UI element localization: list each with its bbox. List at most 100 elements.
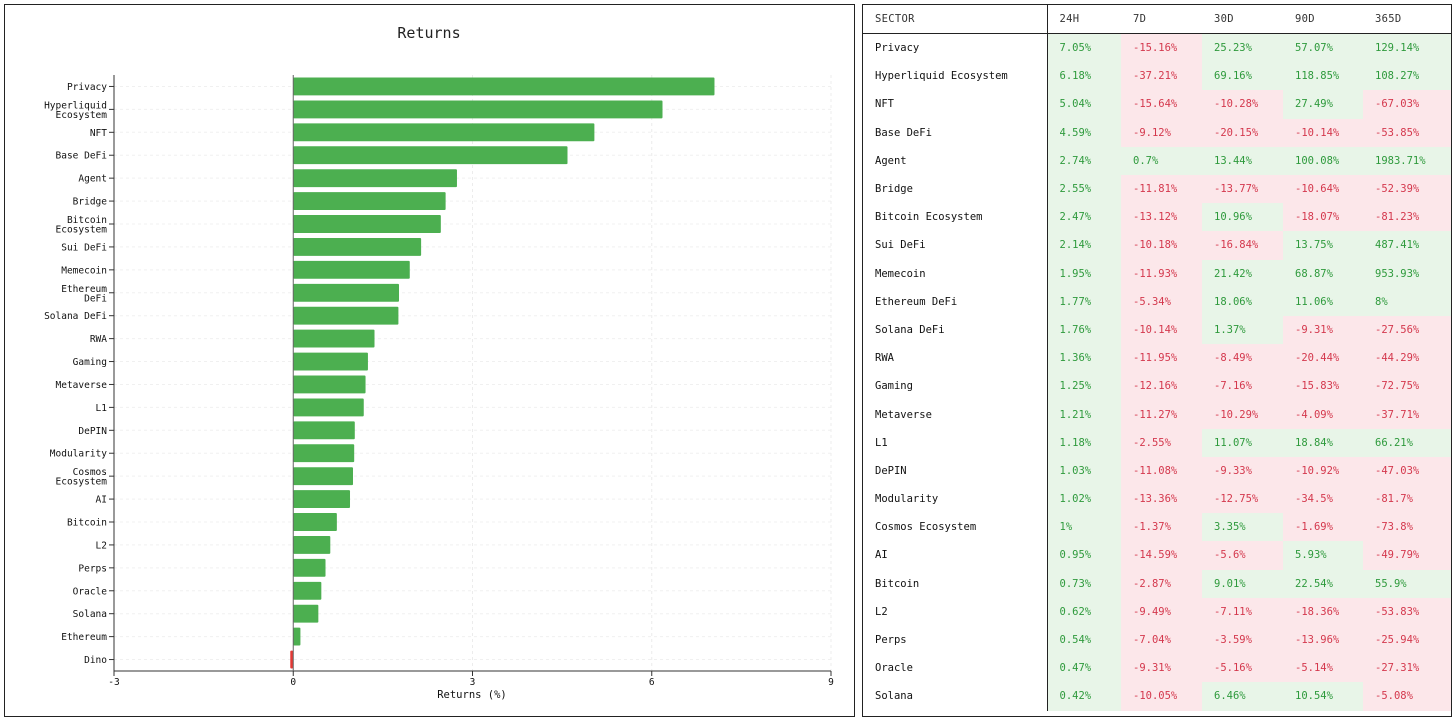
return-cell-24h: 2.55%	[1047, 174, 1121, 204]
bar-hyperliquid-ecosystem	[293, 100, 663, 119]
category-label: Memecoin	[61, 265, 107, 276]
return-cell-30d: -5.16%	[1202, 654, 1283, 683]
category-label: Bitcoin	[67, 518, 107, 529]
category-label: Metaverse	[56, 380, 108, 391]
column-header-7d[interactable]: 7D	[1121, 5, 1202, 34]
sector-name-cell: Bitcoin Ecosystem	[863, 203, 1048, 232]
x-tick-label: 6	[649, 677, 655, 688]
sector-returns-table-panel: SECTOR 24H 7D 30D 90D 365D Privacy 7.05% -15.16…	[862, 4, 1452, 717]
return-cell-365d: -67.03%	[1363, 90, 1451, 119]
return-cell-365d: -72.75%	[1363, 372, 1451, 401]
sector-name-cell: DePIN	[863, 456, 1048, 485]
return-cell-365d: 8%	[1363, 287, 1451, 316]
table-header-row: SECTOR 24H 7D 30D 90D 365D	[863, 5, 1451, 34]
return-cell-90d: 11.06%	[1283, 287, 1363, 316]
x-tick-label: 3	[470, 677, 476, 688]
bar-perps	[293, 558, 326, 577]
return-cell-30d: -7.16%	[1202, 372, 1283, 401]
sector-name-cell: Solana DeFi	[863, 315, 1048, 345]
return-cell-24h: 1.36%	[1047, 344, 1121, 373]
return-cell-24h: 5.04%	[1047, 90, 1121, 119]
return-cell-90d: -10.92%	[1283, 456, 1363, 485]
x-tick-label: 0	[290, 677, 296, 688]
table-row: L2 0.62% -9.49% -7.11% -18.36% -53.83%	[863, 597, 1451, 626]
return-cell-30d: -3.59%	[1202, 625, 1283, 655]
bar-nft	[293, 123, 595, 142]
return-cell-24h: 2.14%	[1047, 231, 1121, 260]
return-cell-90d: -10.14%	[1283, 118, 1363, 147]
category-label: Modularity	[50, 449, 107, 460]
table-row: NFT 5.04% -15.64% -10.28% 27.49% -67.03%	[863, 90, 1451, 119]
return-cell-30d: 18.06%	[1202, 287, 1283, 316]
return-cell-365d: -5.08%	[1363, 682, 1451, 711]
sector-name-cell: Bridge	[863, 174, 1048, 204]
column-header-30d[interactable]: 30D	[1202, 5, 1283, 34]
return-cell-7d: -10.05%	[1121, 682, 1202, 711]
sector-name-cell: Memecoin	[863, 259, 1048, 288]
grid-lines	[113, 75, 832, 671]
table-row: Agent 2.74% 0.7% 13.44% 100.08% 1983.71%	[863, 146, 1451, 175]
return-cell-24h: 2.74%	[1047, 146, 1121, 175]
category-label: Solana	[73, 609, 107, 620]
return-cell-365d: 487.41%	[1363, 231, 1451, 260]
column-header-365d[interactable]: 365D	[1363, 5, 1451, 34]
column-header-sector[interactable]: SECTOR	[863, 5, 1048, 34]
sector-name-cell: AI	[863, 541, 1048, 570]
return-cell-30d: 25.23%	[1202, 33, 1283, 63]
return-cell-90d: -18.36%	[1283, 597, 1363, 626]
bar-base-defi	[293, 146, 568, 165]
return-cell-24h: 4.59%	[1047, 118, 1121, 147]
table-row: RWA 1.36% -11.95% -8.49% -20.44% -44.29%	[863, 344, 1451, 373]
category-label: Base DeFi	[56, 151, 108, 162]
return-cell-30d: -20.15%	[1202, 118, 1283, 147]
return-cell-30d: -10.29%	[1202, 400, 1283, 429]
return-cell-24h: 0.47%	[1047, 654, 1121, 683]
category-label: Cosmos Ecosystem	[56, 467, 108, 488]
sector-name-cell: NFT	[863, 90, 1048, 119]
return-cell-24h: 1.25%	[1047, 372, 1121, 401]
return-cell-7d: -13.36%	[1121, 485, 1202, 514]
bar-bitcoin	[293, 513, 337, 531]
sector-name-cell: L2	[863, 597, 1048, 626]
sector-name-cell: L1	[863, 428, 1048, 457]
return-cell-7d: -5.34%	[1121, 287, 1202, 316]
sector-name-cell: Sui DeFi	[863, 231, 1048, 260]
return-cell-24h: 0.62%	[1047, 597, 1121, 626]
return-cell-30d: -13.77%	[1202, 174, 1283, 204]
return-cell-24h: 1%	[1047, 513, 1121, 542]
return-cell-365d: -53.83%	[1363, 597, 1451, 626]
return-cell-24h: 0.54%	[1047, 625, 1121, 655]
table-row: Solana DeFi 1.76% -10.14% 1.37% -9.31% -27.56…	[863, 315, 1451, 345]
bar-cosmos-ecosystem	[293, 467, 353, 486]
table-row: Bridge 2.55% -11.81% -13.77% -10.64% -52.39%	[863, 174, 1451, 204]
sector-name-cell: Bitcoin	[863, 569, 1048, 598]
return-cell-365d: -44.29%	[1363, 344, 1451, 373]
table-row: Bitcoin 0.73% -2.87% 9.01% 22.54% 55.9%	[863, 569, 1451, 598]
return-cell-90d: -10.64%	[1283, 174, 1363, 204]
bar-ethereum	[293, 627, 301, 646]
sector-name-cell: Gaming	[863, 372, 1048, 401]
table-row: L1 1.18% -2.55% 11.07% 18.84% 66.21%	[863, 428, 1451, 457]
return-cell-90d: -20.44%	[1283, 344, 1363, 373]
return-cell-24h: 1.02%	[1047, 485, 1121, 514]
table-row: Memecoin 1.95% -11.93% 21.42% 68.87% 953.93%	[863, 259, 1451, 288]
category-label: DePIN	[78, 426, 107, 437]
table-row: Oracle 0.47% -9.31% -5.16% -5.14% -27.31%	[863, 654, 1451, 683]
sector-name-cell: Privacy	[863, 33, 1048, 63]
sector-name-cell: Agent	[863, 146, 1048, 175]
x-axis-title: Returns (%)	[437, 689, 507, 701]
table-row: Solana 0.42% -10.05% 6.46% 10.54% -5.08%	[863, 682, 1451, 711]
return-cell-365d: -73.8%	[1363, 513, 1451, 542]
return-cell-7d: -2.87%	[1121, 569, 1202, 598]
return-cell-24h: 0.42%	[1047, 682, 1121, 711]
category-label: Bitcoin Ecosystem	[56, 215, 108, 236]
bar-sui-defi	[293, 237, 422, 256]
bar-metaverse	[293, 375, 366, 394]
column-header-90d[interactable]: 90D	[1283, 5, 1363, 34]
sector-returns-table: SECTOR 24H 7D 30D 90D 365D Privacy 7.05% -15.16…	[863, 5, 1451, 711]
return-cell-24h: 1.18%	[1047, 428, 1121, 457]
column-header-24h[interactable]: 24H	[1047, 5, 1121, 34]
bar-rwa	[293, 329, 375, 348]
return-cell-7d: -11.08%	[1121, 456, 1202, 485]
return-cell-30d: -7.11%	[1202, 597, 1283, 626]
